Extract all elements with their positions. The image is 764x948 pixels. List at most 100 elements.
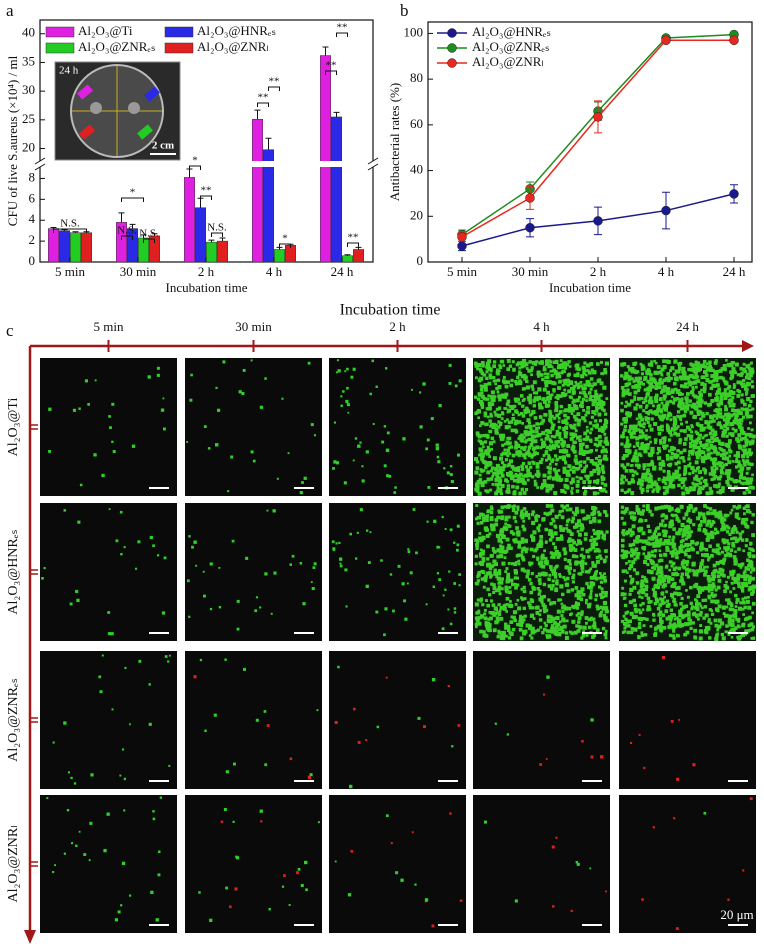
cell	[544, 622, 547, 625]
cell	[75, 590, 78, 593]
cell	[479, 478, 483, 482]
cell	[475, 616, 479, 620]
cell	[685, 402, 688, 405]
cell	[436, 444, 439, 447]
cell	[490, 524, 494, 528]
cell	[479, 532, 482, 535]
cell	[596, 463, 600, 467]
cell	[386, 474, 389, 477]
cell	[690, 436, 693, 439]
cell	[384, 464, 387, 467]
cell	[592, 511, 596, 515]
cell	[576, 607, 579, 610]
cell	[700, 562, 704, 566]
cell	[260, 406, 263, 409]
cell	[725, 435, 728, 438]
cell	[623, 522, 627, 526]
cell	[253, 460, 256, 463]
scale-bar-label: 20 μm	[720, 907, 753, 922]
cell	[569, 530, 572, 533]
cell	[504, 420, 507, 423]
cell	[733, 505, 736, 508]
cell	[575, 586, 579, 590]
cell	[572, 580, 575, 583]
cell	[748, 490, 752, 494]
cell	[500, 422, 503, 425]
cell	[511, 583, 515, 587]
cell	[527, 601, 530, 604]
cell	[480, 598, 483, 601]
cell	[555, 553, 558, 556]
cell	[732, 614, 736, 618]
cell	[503, 376, 506, 379]
cell	[501, 474, 505, 478]
cell	[620, 409, 624, 413]
cell	[509, 586, 512, 589]
cell	[596, 395, 600, 399]
cell	[620, 374, 623, 377]
cell	[561, 392, 565, 396]
cell	[48, 450, 51, 453]
cell	[505, 588, 509, 592]
cell	[661, 460, 664, 463]
micrograph	[40, 795, 177, 933]
cell	[667, 576, 671, 580]
cell	[514, 520, 517, 523]
cell	[558, 469, 561, 472]
cell	[512, 509, 516, 513]
cell	[602, 446, 605, 449]
cell	[663, 601, 666, 604]
cell	[664, 524, 667, 527]
cell	[552, 580, 555, 583]
cell	[629, 575, 632, 578]
cell	[650, 360, 653, 363]
cell	[573, 415, 577, 419]
cell	[531, 461, 534, 464]
cell	[683, 449, 687, 453]
micrograph	[329, 358, 466, 496]
cell	[496, 490, 499, 493]
cell	[743, 463, 747, 467]
cell	[559, 410, 563, 414]
cell	[74, 782, 76, 784]
cell	[730, 414, 734, 418]
cell	[541, 442, 544, 445]
cell	[605, 891, 607, 893]
cell	[481, 577, 484, 580]
y-tick-label: 30	[22, 82, 35, 97]
cell	[692, 482, 695, 485]
cell	[476, 367, 479, 370]
cell	[567, 474, 570, 477]
cell	[484, 414, 487, 417]
cell	[659, 549, 662, 552]
cell	[390, 573, 392, 575]
cell	[673, 453, 677, 457]
time-arrow	[742, 340, 754, 352]
cell	[664, 530, 668, 534]
cell	[533, 391, 536, 394]
cell	[570, 381, 574, 385]
cell	[572, 554, 576, 558]
error-bar	[255, 110, 261, 119]
cell	[742, 519, 746, 523]
cell	[655, 599, 659, 603]
cell	[580, 563, 584, 567]
cell	[513, 516, 517, 520]
cell	[721, 434, 725, 438]
cell	[650, 625, 653, 628]
cell	[621, 386, 625, 390]
legend-swatch	[165, 27, 193, 37]
cell	[477, 409, 481, 413]
cell	[741, 598, 744, 601]
cell	[160, 797, 162, 799]
cell	[168, 765, 170, 767]
cell	[623, 475, 626, 478]
cell	[599, 593, 603, 597]
cell	[501, 631, 504, 634]
cell	[544, 372, 547, 375]
cell	[563, 370, 566, 373]
cell	[530, 598, 533, 601]
cell	[711, 384, 715, 388]
cell	[481, 392, 484, 395]
cell	[590, 590, 593, 593]
